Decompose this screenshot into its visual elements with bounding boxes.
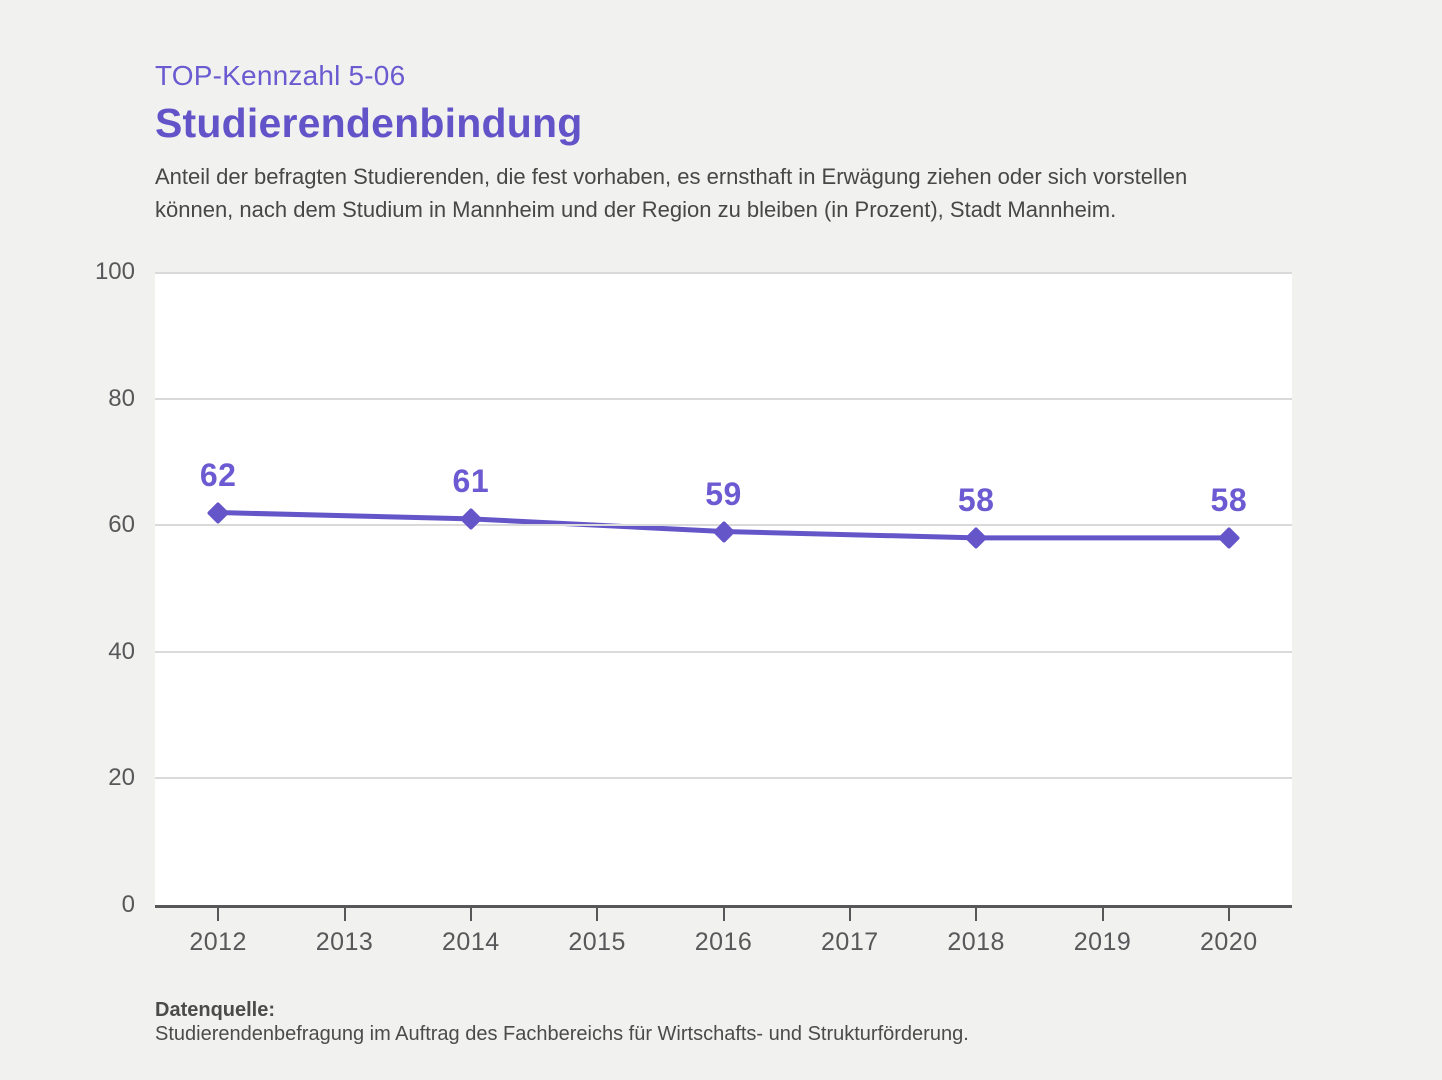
gridline-80 (155, 397, 1292, 400)
y-axis-labels: 0 20 40 60 80 100 (50, 258, 135, 918)
data-point-value-label: 61 (452, 462, 490, 499)
plot-area: 62 61 59 58 58 (155, 272, 1292, 908)
source-label: Datenquelle: (155, 999, 276, 1021)
y-axis-tick-label: 80 (108, 384, 135, 412)
x-axis-tick (848, 905, 851, 921)
x-axis-tick-label: 2017 (821, 928, 879, 956)
source-text: Studierendenbefragung im Auftrag des Fac… (155, 1023, 969, 1046)
x-axis-tick (343, 905, 346, 921)
source-footer: Datenquelle: Studierendenbefragung im Au… (155, 998, 1295, 1047)
data-point-value-label: 59 (705, 475, 742, 512)
x-axis-tick (1227, 905, 1230, 921)
y-axis-tick-label: 60 (108, 511, 135, 539)
x-axis-tick-label: 2020 (1200, 928, 1258, 956)
kicker-label: TOP-Kennzahl 5-06 (155, 60, 406, 91)
y-axis-tick-label: 20 (108, 764, 135, 792)
data-point-value-label: 58 (1210, 481, 1248, 518)
page-title: Studierendenbindung (155, 100, 583, 146)
x-axis-tick (469, 905, 472, 921)
x-axis-tick (217, 905, 220, 921)
x-axis-tick (975, 905, 978, 921)
data-point-value-label: 58 (957, 481, 995, 518)
x-axis-tick-label: 2019 (1073, 928, 1132, 956)
x-axis-labels: 2012 2013 2014 2015 2016 2017 2018 2019 2020 (155, 928, 1292, 962)
x-axis-tick-label: 2018 (947, 928, 1005, 956)
x-axis-tick-label: 2013 (315, 928, 374, 956)
y-axis-tick-label: 40 (108, 637, 135, 665)
x-axis-tick-label: 2012 (189, 928, 247, 956)
chart-header: TOP-Kennzahl 5-06 Studierendenbindung An… (155, 60, 1295, 226)
line-series-svg (215, 510, 1232, 541)
x-axis-tick (1101, 905, 1104, 921)
x-axis-tick (596, 905, 599, 921)
x-axis-tick-label: 2016 (694, 928, 753, 956)
y-axis-tick-label: 100 (94, 258, 135, 285)
x-axis-tick-label: 2014 (442, 928, 500, 956)
gridline-20 (155, 777, 1292, 780)
x-axis-ticks (155, 905, 1292, 923)
gridline-100 (155, 272, 1292, 274)
y-axis-tick-label: 0 (121, 891, 135, 918)
gridline-40 (155, 650, 1292, 653)
chart-subtitle: Anteil der befragten Studierenden, die f… (155, 164, 1188, 222)
x-axis-tick (722, 905, 725, 921)
data-point-value-label: 62 (199, 456, 237, 493)
x-axis-tick-label: 2015 (568, 928, 626, 956)
